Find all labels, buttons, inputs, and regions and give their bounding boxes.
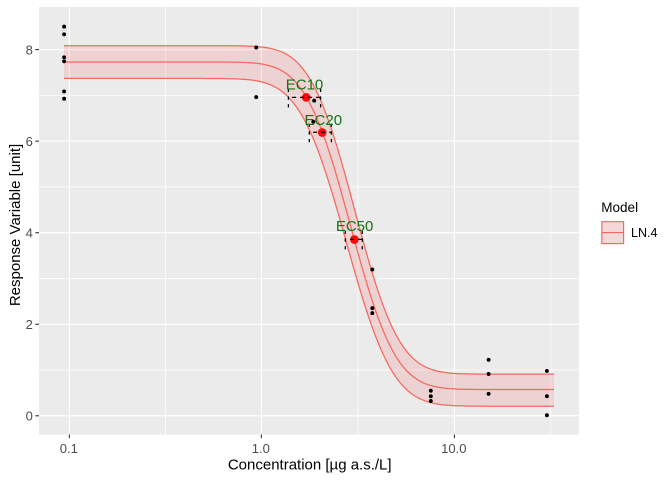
- svg-text:0.1: 0.1: [60, 441, 78, 456]
- svg-text:EC10: EC10: [286, 76, 324, 93]
- svg-text:LN.4: LN.4: [631, 226, 657, 240]
- svg-text:0: 0: [26, 409, 33, 424]
- svg-text:Response Variable [unit]: Response Variable [unit]: [7, 144, 24, 306]
- svg-text:EC20: EC20: [305, 112, 343, 129]
- svg-text:8: 8: [26, 42, 33, 57]
- svg-text:Model: Model: [601, 200, 638, 215]
- svg-text:4: 4: [26, 225, 33, 240]
- svg-text:Concentration [µg a.s./L]: Concentration [µg a.s./L]: [228, 457, 392, 474]
- svg-text:10.0: 10.0: [441, 441, 466, 456]
- svg-text:2: 2: [26, 317, 33, 332]
- svg-text:6: 6: [26, 134, 33, 149]
- svg-text:1.0: 1.0: [252, 441, 270, 456]
- svg-text:EC50: EC50: [336, 218, 374, 235]
